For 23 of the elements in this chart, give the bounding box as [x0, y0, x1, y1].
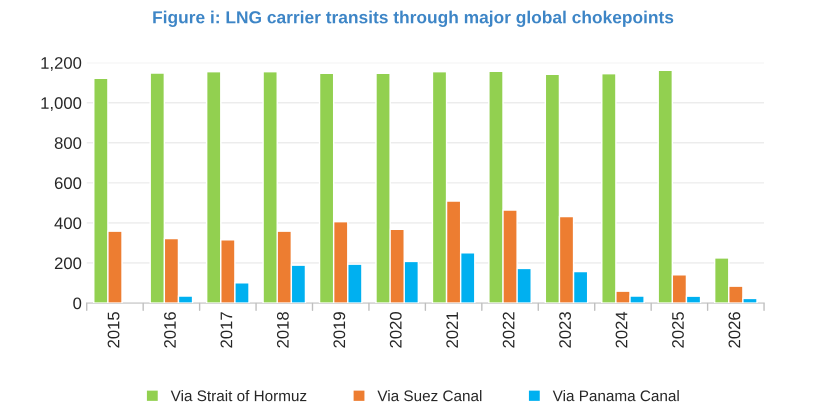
y-tick-label: 400: [54, 217, 82, 230]
legend-label: Via Strait of Hormuz: [170, 390, 306, 402]
y-tick-label: 0: [73, 297, 82, 310]
x-tick-label: 2017: [220, 312, 232, 348]
y-tick-label: 1,200: [41, 57, 82, 71]
chart-title: Figure i: LNG carrier transits through major global chokepoints: [153, 10, 674, 27]
y-tick-label: 200: [54, 257, 82, 270]
x-tick-label: 2021: [446, 312, 458, 348]
x-tick-label: 2016: [164, 312, 176, 348]
y-tick-label: 800: [54, 137, 82, 150]
legend-label: Via Suez Canal: [377, 390, 482, 402]
x-tick-label: 2026: [728, 312, 740, 348]
x-tick-label: 2022: [502, 312, 515, 348]
y-tick-label: 600: [54, 177, 82, 190]
x-tick-label: 2025: [672, 312, 684, 348]
x-tick-label: 2023: [559, 312, 571, 348]
y-tick-label: 1,000: [41, 97, 82, 111]
x-tick-label: 2018: [276, 312, 289, 348]
x-tick-label: 2019: [333, 312, 346, 348]
x-tick-label: 2024: [616, 312, 628, 348]
x-tick-label: 2015: [108, 312, 120, 348]
legend-label: Via Panama Canal: [552, 390, 679, 402]
x-tick-label: 2020: [390, 312, 402, 348]
